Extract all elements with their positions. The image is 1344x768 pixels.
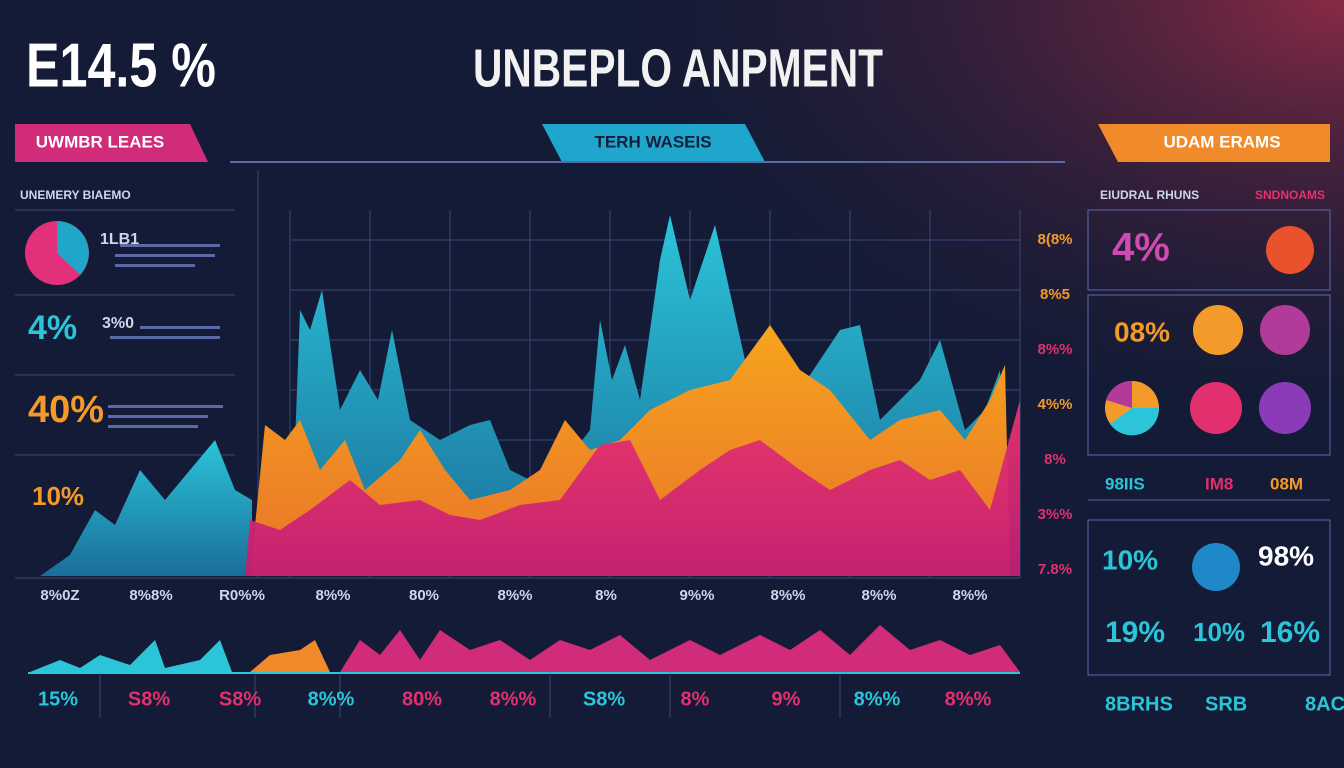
bottom-stat: 8% bbox=[681, 688, 710, 710]
decorative-spikes bbox=[250, 640, 330, 672]
bottom-stat: 8%% bbox=[490, 688, 537, 710]
x-label: 8%% bbox=[861, 587, 896, 604]
bottom-stat: 9% bbox=[772, 688, 801, 710]
axis-label: 8%% bbox=[1037, 341, 1072, 358]
x-label: 8%% bbox=[770, 587, 805, 604]
bottom-stat: 8%% bbox=[854, 688, 901, 710]
axis-label: 4%% bbox=[1037, 396, 1072, 413]
ribbon-label: UDAM ERAMS bbox=[1163, 132, 1280, 151]
stat: 4% bbox=[1112, 226, 1170, 270]
stat: 10% bbox=[1102, 544, 1158, 575]
decorative-spikes bbox=[340, 625, 1020, 672]
axis-label: 8% bbox=[1044, 451, 1066, 468]
bottom-grid bbox=[99, 675, 841, 718]
x-label: 8%0Z bbox=[40, 587, 79, 604]
headline: E14.5 % bbox=[26, 31, 216, 100]
stat: IM8 bbox=[1205, 474, 1233, 493]
stat: 10% bbox=[1193, 617, 1245, 647]
stat: 10% bbox=[32, 481, 84, 511]
decorative-area bbox=[245, 400, 1020, 576]
x-label: 9%% bbox=[679, 587, 714, 604]
axis-label: 8(8% bbox=[1037, 231, 1072, 248]
stat: 40% bbox=[28, 389, 104, 431]
ribbon bbox=[1098, 124, 1330, 162]
panel-heading: EIUDRAL RHUNS bbox=[1100, 188, 1199, 202]
x-label: 80% bbox=[409, 587, 439, 604]
pie-icon bbox=[1110, 408, 1160, 436]
stat: 98% bbox=[1258, 540, 1314, 571]
icon bbox=[1192, 543, 1240, 591]
x-label: R0%% bbox=[219, 587, 265, 604]
axis-label: 3%% bbox=[1037, 506, 1072, 523]
bottom-stat: S8% bbox=[219, 688, 261, 710]
x-label: 8%% bbox=[315, 587, 350, 604]
bottom-stat: 15% bbox=[38, 688, 78, 710]
axis-label: 8%5 bbox=[1040, 286, 1070, 303]
stat: 08M bbox=[1270, 474, 1303, 493]
stat: 4% bbox=[28, 309, 77, 347]
bottom-stat: 80% bbox=[402, 688, 442, 710]
footer-stat: 8ACB bbox=[1305, 693, 1344, 715]
footer-stat: SRB bbox=[1205, 693, 1247, 715]
x-label: 8%8% bbox=[129, 587, 172, 604]
panel-lines bbox=[15, 209, 1020, 579]
pie-icon bbox=[1106, 380, 1132, 408]
stat: 16% bbox=[1260, 616, 1320, 649]
stat: 1LB1 bbox=[100, 231, 139, 248]
x-label: 8%% bbox=[497, 587, 532, 604]
bottom-stat: S8% bbox=[583, 688, 625, 710]
icon bbox=[1193, 305, 1243, 355]
pie-icon bbox=[57, 221, 89, 275]
axis-label: 7.8% bbox=[1038, 561, 1072, 578]
icon bbox=[1266, 226, 1314, 274]
bottom-stat: S8% bbox=[128, 688, 170, 710]
ribbon-label: UWMBR LEAES bbox=[36, 132, 164, 151]
icon bbox=[1259, 382, 1311, 434]
bottom-stat: 8%% bbox=[945, 688, 992, 710]
ribbon bbox=[15, 124, 208, 162]
bottom-stat: 8%% bbox=[308, 688, 355, 710]
panel-heading: SNDNOAMS bbox=[1255, 188, 1325, 202]
title: UNBEPLO ANPMENT bbox=[473, 38, 883, 98]
x-label: 8% bbox=[595, 587, 617, 604]
x-label: 8%% bbox=[952, 587, 987, 604]
icon bbox=[1190, 382, 1242, 434]
ribbon bbox=[542, 124, 765, 162]
decorative-area bbox=[40, 440, 252, 576]
ribbon-label: TERH WASEIS bbox=[594, 132, 711, 151]
text-placeholder bbox=[108, 244, 223, 428]
stat: 98IIS bbox=[1105, 474, 1145, 493]
stat: 19% bbox=[1105, 616, 1165, 649]
footer-stat: 8BRHS bbox=[1105, 693, 1173, 715]
panel-heading: UNEMERY BIAEMO bbox=[20, 188, 131, 202]
stat: 08% bbox=[1114, 316, 1170, 347]
stat: 3%0 bbox=[102, 315, 134, 332]
decorative-spikes bbox=[30, 640, 232, 672]
panel-frame bbox=[1087, 209, 1331, 676]
icon bbox=[1260, 305, 1310, 355]
